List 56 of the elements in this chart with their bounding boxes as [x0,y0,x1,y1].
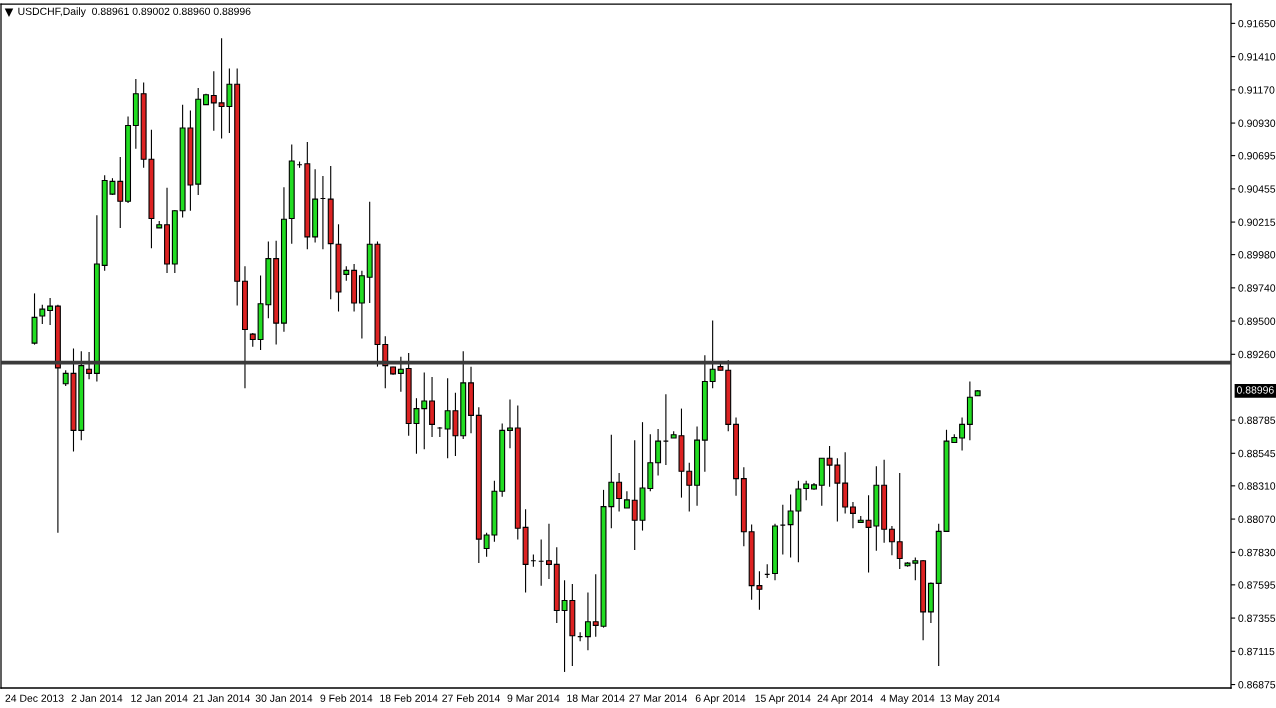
y-tick-label: 0.91650 [1238,19,1276,28]
y-tick-label: 0.88070 [1238,515,1276,523]
chart-title: USDCHF,Daily 0.88961 0.89002 0.88960 0.88996 [18,7,251,18]
y-tick-label: 0.88785 [1238,416,1276,424]
x-tick-label: 24 Dec 2013 [5,694,64,702]
y-tick-label: 0.88545 [1238,449,1276,458]
x-tick-label: 9 Mar 2014 [507,694,560,702]
text: 0.88996 [1236,386,1274,394]
candlestick [584,591,591,651]
candlestick [842,451,849,514]
x-tick-label: 27 Feb 2014 [442,694,500,702]
candlestick [616,472,623,513]
y-tick-label: 0.87595 [1238,581,1276,589]
x-tick-label: 6 Apr 2014 [695,694,746,704]
candlestick [888,525,895,556]
y-tick-label: 0.88310 [1238,482,1276,490]
x-tick-label: 18 Mar 2014 [567,694,625,702]
candlestick [662,393,669,466]
candlestick [959,417,966,452]
x-tick-label: 24 Apr 2014 [817,694,873,704]
y-tick-label: 0.90215 [1238,218,1276,226]
x-tick-label: 18 Feb 2014 [380,694,438,702]
candlestick [849,501,856,529]
x-tick-label: 2 Jan 2014 [71,694,123,702]
y-tick-label: 0.89500 [1238,317,1276,325]
x-tick-label: 30 Jan 2014 [255,694,313,702]
candlestick [896,472,903,570]
candlestick [39,304,46,325]
y-tick-label: 0.90695 [1238,152,1276,160]
candlestick [655,428,662,477]
x-tick-label: 21 Jan 2014 [193,694,250,702]
y-tick-label: 0.87355 [1238,614,1276,622]
candlestick [210,70,217,132]
candlestick [86,351,93,380]
candlestick [803,480,810,501]
y-tick-label: 0.87830 [1238,548,1276,557]
candlestick [47,297,54,326]
x-tick-label: 13 May 2014 [940,694,1000,704]
x-tick-label: 15 Apr 2014 [755,694,811,704]
x-tick-label: 9 Feb 2014 [320,694,373,702]
y-tick-label: 0.89260 [1238,350,1276,359]
y-tick-label: 0.91410 [1238,53,1276,61]
x-tick-label: 12 Jan 2014 [131,694,188,702]
y-tick-label: 0.90930 [1238,119,1276,127]
candlestick [397,356,404,393]
x-tick-label: 4 May 2014 [880,694,935,704]
candlestick [429,376,436,438]
y-tick-label: 0.91170 [1238,86,1275,94]
candlestick [545,523,552,580]
candlestick [507,399,513,449]
y-tick-label: 0.86875 [1238,681,1276,689]
y-tick-label: 0.90455 [1238,185,1276,193]
y-tick-label: 0.89740 [1238,284,1276,292]
y-tick-label: 0.89980 [1238,251,1276,259]
y-tick-label: 0.87115 [1238,647,1275,656]
x-tick-label: 27 Mar 2014 [629,694,688,702]
